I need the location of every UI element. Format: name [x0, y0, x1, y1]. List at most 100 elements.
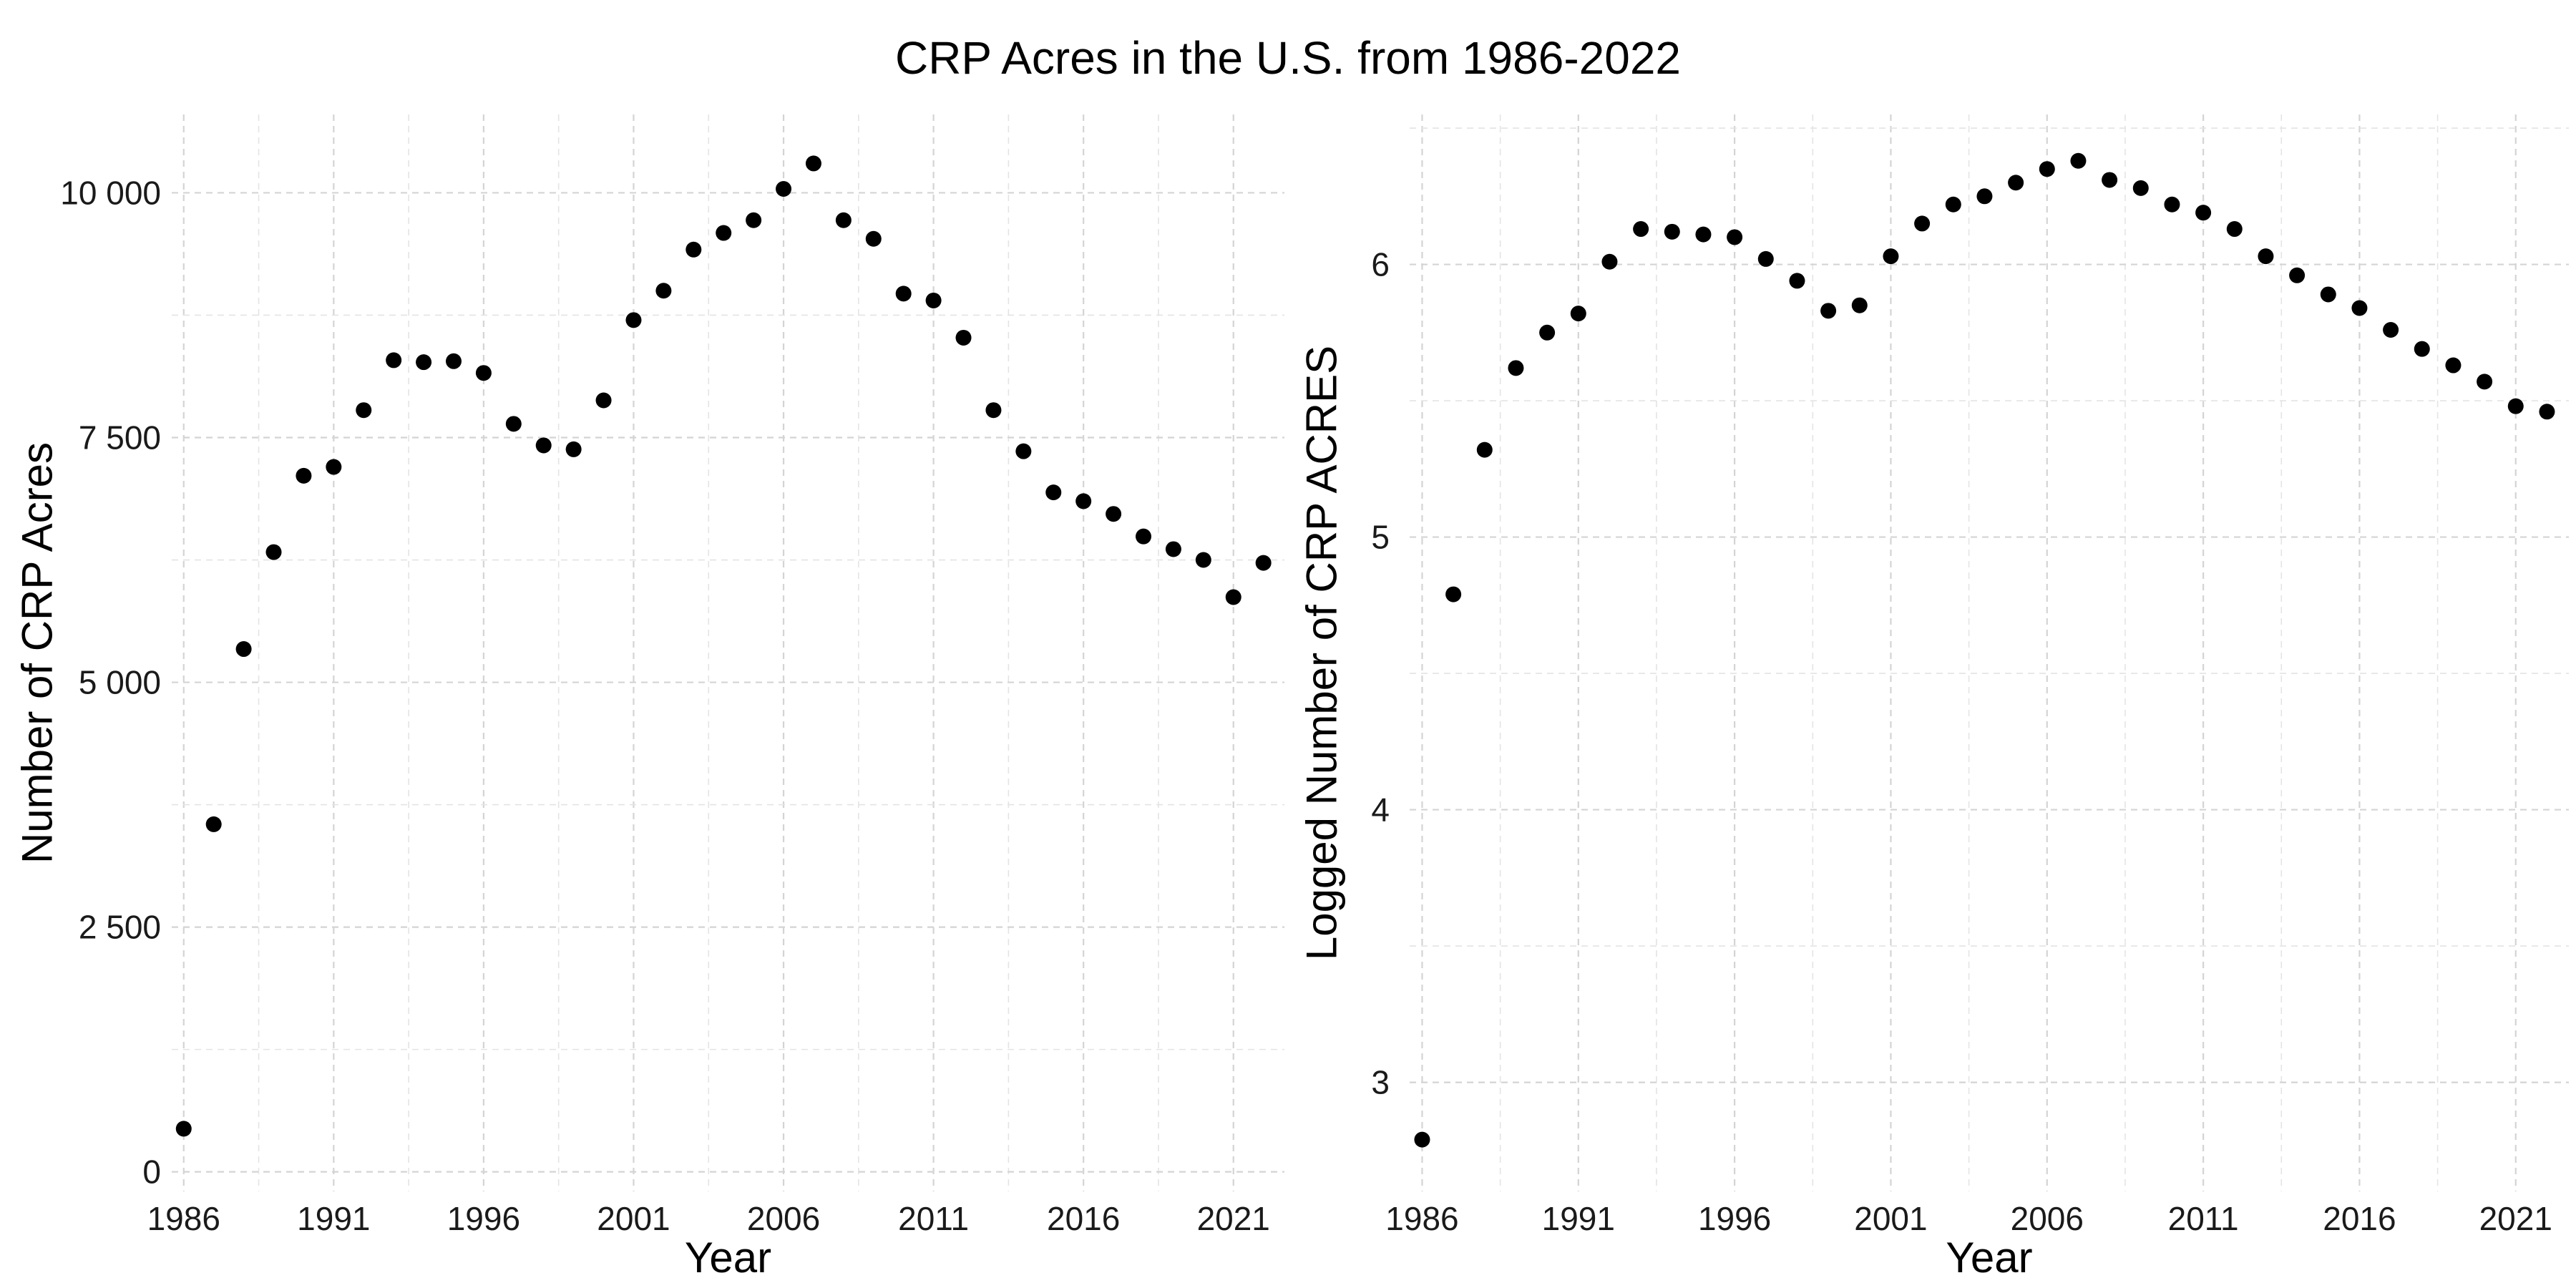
data-point	[1820, 303, 1837, 319]
data-point	[2445, 357, 2462, 374]
data-point	[1106, 506, 1122, 522]
data-point	[1601, 253, 1618, 270]
left-gridlines	[172, 114, 1284, 1191]
data-point	[625, 312, 642, 328]
data-point	[1255, 555, 1272, 571]
left-x-axis-label: Year	[685, 1234, 771, 1282]
x-tick-label: 2001	[597, 1200, 670, 1237]
data-point	[865, 230, 882, 247]
y-tick-label: 3	[1371, 1064, 1390, 1101]
left-scatter-plot: 0 2 500 5 000 7 500 10 000 1986 1991 1996 2001 2…	[14, 114, 1284, 1282]
data-point	[445, 353, 462, 369]
data-point	[1075, 493, 1092, 509]
data-point	[205, 816, 222, 832]
left-y-axis-label: Number of CRP Acres	[14, 442, 62, 864]
x-tick-label: 2016	[2323, 1200, 2396, 1237]
data-point	[2320, 286, 2336, 303]
data-point	[1883, 248, 1899, 265]
data-point	[746, 212, 762, 228]
x-tick-label: 1996	[1698, 1200, 1771, 1237]
data-point	[1225, 589, 1241, 605]
data-point	[686, 241, 702, 258]
data-point	[1789, 273, 1805, 289]
x-tick-label: 2021	[2479, 1200, 2552, 1237]
data-point	[925, 292, 942, 308]
x-tick-label: 2021	[1197, 1200, 1270, 1237]
x-tick-label: 2016	[1047, 1200, 1120, 1237]
data-point	[776, 180, 792, 197]
right-y-axis-label: Logged Number of CRP ACRES	[1298, 346, 1346, 960]
data-point	[716, 225, 732, 241]
data-point	[2289, 267, 2306, 283]
left-x-tick-labels: 1986 1991 1996 2001 2006 2011 2016 2021	[147, 1200, 1270, 1237]
data-point	[2539, 404, 2555, 420]
data-point	[505, 416, 522, 432]
data-point	[1539, 324, 1556, 341]
y-tick-label: 5 000	[79, 664, 161, 701]
data-point	[386, 352, 402, 369]
data-point	[1757, 250, 1774, 267]
right-gridlines	[1410, 114, 2569, 1191]
x-tick-label: 2001	[1854, 1200, 1927, 1237]
data-point	[2008, 175, 2024, 191]
data-point	[2226, 221, 2243, 238]
data-point	[356, 402, 372, 419]
data-point	[2383, 322, 2399, 338]
data-point	[2351, 300, 2368, 316]
data-point	[326, 459, 342, 475]
right-y-tick-labels: 3 4 5 6	[1371, 246, 1390, 1101]
right-scatter-plot: 3 4 5 6 1986 1991 1996 2001 2006 2011 2016 2021 Ye…	[1298, 114, 2569, 1282]
data-point	[1195, 552, 1211, 568]
y-tick-label: 0	[142, 1153, 161, 1191]
data-point	[805, 155, 821, 172]
data-point	[595, 392, 612, 409]
data-point	[1015, 443, 1032, 459]
data-point	[1914, 215, 1931, 232]
data-point	[1045, 484, 1062, 501]
x-tick-label: 1986	[147, 1200, 220, 1237]
x-tick-label: 2011	[2168, 1200, 2239, 1237]
y-tick-label: 10 000	[60, 174, 161, 211]
y-tick-label: 5	[1371, 519, 1390, 556]
x-tick-label: 2006	[2011, 1200, 2084, 1237]
x-tick-label: 2011	[898, 1200, 969, 1237]
y-tick-label: 4	[1371, 791, 1390, 829]
data-point	[895, 286, 912, 302]
left-y-tick-labels: 0 2 500 5 000 7 500 10 000	[60, 174, 161, 1190]
data-point	[1633, 221, 1649, 238]
data-point	[1136, 528, 1152, 545]
data-point	[2507, 398, 2524, 414]
data-point	[835, 212, 852, 228]
data-point	[655, 283, 672, 299]
data-point	[1414, 1131, 1430, 1148]
y-tick-label: 7 500	[79, 419, 161, 457]
right-data-points	[1414, 152, 2555, 1148]
right-x-tick-labels: 1986 1991 1996 2001 2006 2011 2016 2021	[1385, 1200, 2552, 1237]
data-point	[1695, 226, 1712, 243]
y-tick-label: 2 500	[79, 909, 161, 946]
data-point	[2164, 196, 2180, 213]
data-point	[565, 441, 582, 457]
x-tick-label: 1991	[1542, 1200, 1615, 1237]
data-point	[2477, 374, 2493, 390]
x-tick-label: 1991	[297, 1200, 370, 1237]
data-point	[1727, 229, 1743, 245]
x-tick-label: 1986	[1385, 1200, 1458, 1237]
data-point	[2039, 161, 2055, 177]
data-point	[175, 1121, 192, 1137]
data-point	[2070, 152, 2087, 169]
data-point	[2132, 180, 2149, 196]
data-point	[955, 329, 972, 346]
data-point	[265, 544, 282, 560]
data-point	[1165, 541, 1181, 557]
data-point	[1664, 223, 1680, 240]
y-tick-label: 6	[1371, 246, 1390, 283]
left-data-points	[175, 155, 1272, 1137]
data-point	[1445, 586, 1462, 602]
data-point	[416, 354, 432, 371]
data-point	[535, 437, 552, 454]
data-point	[2414, 341, 2430, 357]
data-point	[1508, 360, 1524, 376]
data-point	[1945, 196, 1961, 213]
